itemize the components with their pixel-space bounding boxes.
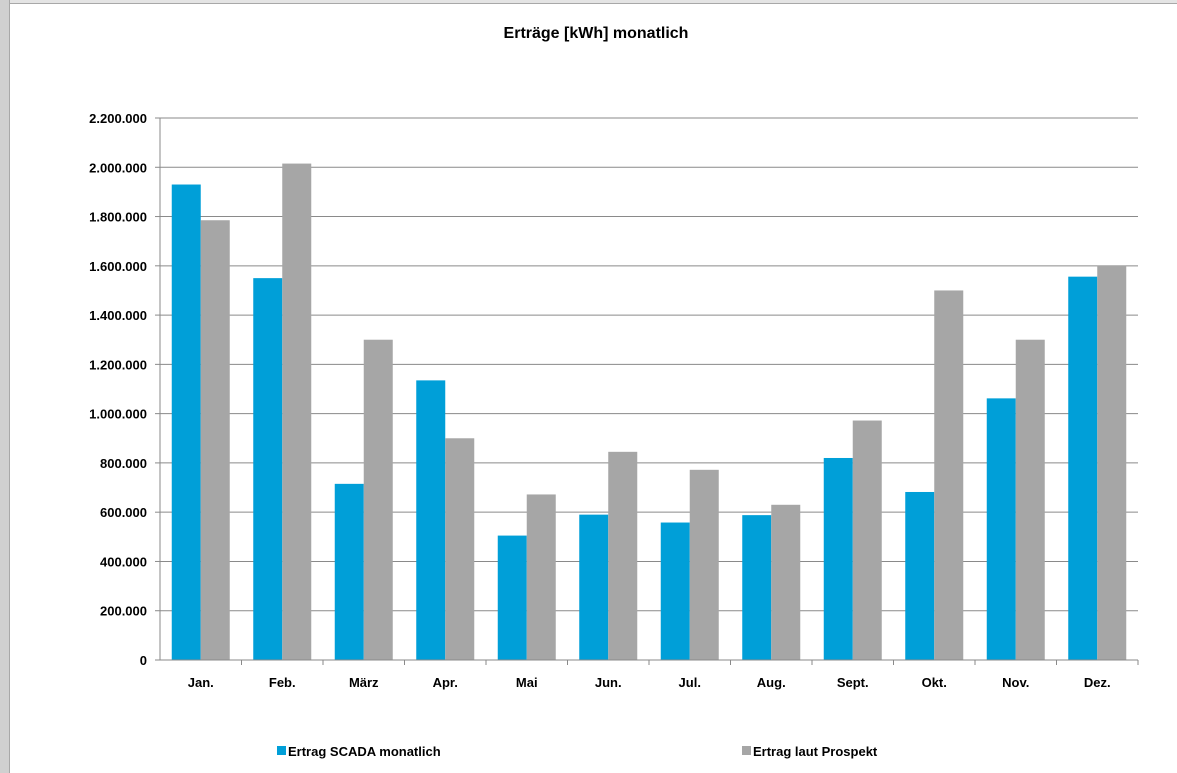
gridlines — [160, 117, 1138, 612]
y-tick-label: 400.000 — [100, 554, 147, 569]
bar-scada — [660, 522, 690, 660]
x-tick-label: Jan. — [188, 675, 214, 690]
bar-prospekt — [852, 420, 882, 660]
x-tick-label: Okt. — [922, 675, 947, 690]
left-window-border — [0, 0, 10, 773]
bar-prospekt — [934, 290, 964, 660]
legend-label: Ertrag laut Prospekt — [753, 744, 878, 759]
bar-prospekt — [282, 163, 312, 660]
bar-scada — [497, 535, 527, 660]
x-tick-label: Mai — [516, 675, 538, 690]
x-tick-label: März — [349, 675, 379, 690]
x-tick-label: Jul. — [679, 675, 701, 690]
bar-prospekt — [1097, 265, 1127, 660]
x-tick-label: Apr. — [433, 675, 458, 690]
legend: Ertrag SCADA monatlich Ertrag laut Prospe… — [277, 744, 878, 759]
bar-scada — [986, 398, 1016, 660]
y-tick-label: 1.200.000 — [89, 357, 147, 372]
x-tick-label: Sept. — [837, 675, 869, 690]
bar-scada — [416, 380, 446, 660]
y-axis-tick-labels: 0 200.000 400.000 600.000 800.000 1.000.000 1.… — [89, 111, 147, 668]
y-tick-label: 1.000.000 — [89, 407, 147, 422]
bar-scada — [171, 184, 201, 660]
x-tick-label: Nov. — [1002, 675, 1029, 690]
bar-scada — [823, 457, 853, 660]
bar-prospekt — [526, 494, 556, 660]
chart-title: Erträge [kWh] monatlich — [504, 25, 689, 42]
y-tick-label: 600.000 — [100, 505, 147, 520]
y-tick-label: 800.000 — [100, 456, 147, 471]
y-tick-label: 2.000.000 — [89, 160, 147, 175]
x-tick-label: Feb. — [269, 675, 296, 690]
x-tick-label: Dez. — [1084, 675, 1111, 690]
x-axis-tick-labels: Jan. Feb. März Apr. Mai Jun. Jul. Aug. Sept. Okt.… — [188, 675, 1111, 690]
bar-scada — [742, 515, 772, 660]
bar-scada — [579, 514, 609, 660]
bar-prospekt — [445, 438, 475, 660]
y-tick-label: 1.800.000 — [89, 210, 147, 225]
y-tick-label: 2.200.000 — [89, 111, 147, 126]
bar-prospekt — [608, 451, 638, 660]
axes — [155, 117, 1139, 665]
x-tick-label: Aug. — [757, 675, 786, 690]
bar-prospekt — [689, 469, 719, 660]
x-tick-label: Jun. — [595, 675, 622, 690]
bar-prospekt — [200, 220, 230, 660]
bars — [171, 163, 1127, 660]
legend-label: Ertrag SCADA monatlich — [288, 744, 441, 759]
bar-prospekt — [1015, 339, 1045, 660]
bar-prospekt — [363, 339, 393, 660]
y-tick-label: 0 — [140, 653, 147, 668]
bar-scada — [905, 491, 935, 660]
legend-swatch — [277, 746, 286, 755]
bar-prospekt — [771, 504, 801, 660]
legend-swatch — [742, 746, 751, 755]
y-tick-label: 200.000 — [100, 604, 147, 619]
bar-scada — [1068, 276, 1098, 660]
y-tick-label: 1.600.000 — [89, 259, 147, 274]
bar-scada — [253, 278, 283, 660]
bar-scada — [334, 483, 364, 660]
y-tick-label: 1.400.000 — [89, 308, 147, 323]
top-window-border — [10, 0, 1177, 4]
